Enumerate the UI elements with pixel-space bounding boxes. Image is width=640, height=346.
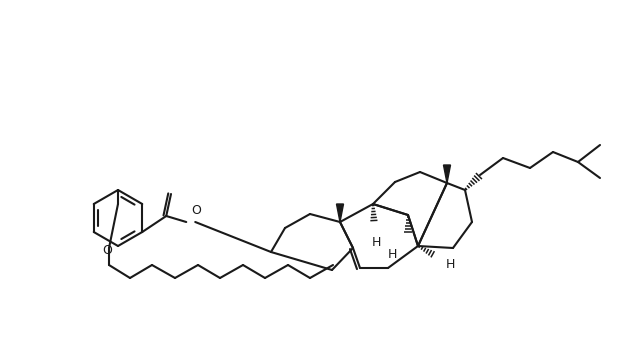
Polygon shape [337, 204, 344, 222]
Text: H: H [445, 257, 454, 271]
Text: O: O [191, 203, 201, 217]
Text: O: O [102, 244, 112, 256]
Text: H: H [371, 236, 381, 248]
Text: H: H [387, 247, 397, 261]
Polygon shape [444, 165, 451, 183]
